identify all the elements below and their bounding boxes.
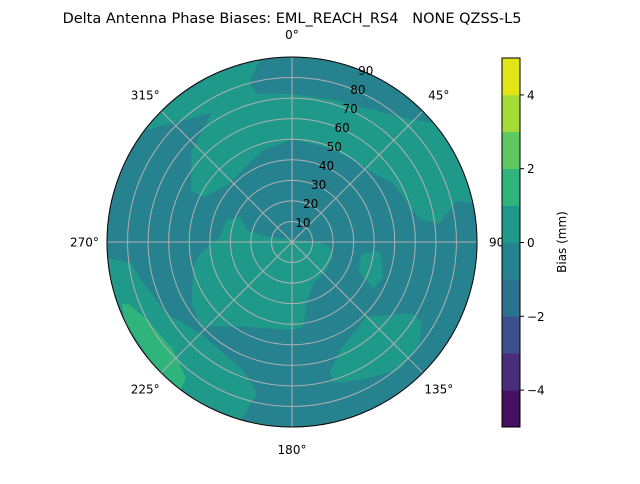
colorbar-band [502,279,520,317]
angular-gridline [291,110,424,243]
colorbar-band [502,131,520,169]
radial-tick-label: 20 [303,197,318,211]
colorbar-tick-label: −2 [527,310,545,324]
angular-gridline [291,241,424,374]
colorbar-band [502,94,520,133]
radial-tick-label: 80 [350,83,365,97]
contour-region-0 [144,59,474,224]
colorbar-tick-label: 2 [527,162,535,176]
polar-plot-area: 0°45°90°135°180°225°270°315°102030405060… [70,28,510,457]
colorbar-band [502,205,520,243]
colorbar-label: Bias (mm) [555,211,569,273]
colorbar-band [502,353,520,391]
angular-tick-label: 225° [131,382,160,396]
radial-tick-label: 50 [327,140,342,154]
angular-tick-label: 315° [131,89,160,103]
contour-region-3 [191,216,334,330]
contour-region-4 [358,251,384,289]
angular-tick-label: 0° [285,28,299,42]
colorbar-tick-label: 4 [527,88,535,102]
colorbar-tick-label: 0 [527,236,535,250]
chart-title: Delta Antenna Phase Biases: EML_REACH_RS… [63,11,522,27]
angular-tick-label: 270° [70,236,99,250]
angular-tick-label: 45° [428,89,449,103]
radial-tick-label: 90 [358,64,373,78]
angular-gridline [160,110,293,243]
colorbar-band [502,58,520,96]
colorbar-band [502,390,520,428]
angular-tick-label: 135° [424,382,453,396]
radial-tick-label: 30 [311,178,326,192]
radial-tick-label: 10 [295,216,310,230]
contour-region-2 [122,303,186,390]
colorbar: −4 −2 0 2 4 [501,57,545,428]
colorbar-band [502,316,520,354]
angular-tick-label: 180° [278,443,307,457]
colorbar-tick-label: −4 [527,384,545,398]
contour-region-1 [107,258,257,420]
radial-tick-label: 40 [319,159,334,173]
contour-region-5 [329,313,422,384]
angular-gridline [160,241,293,374]
polar-frame [106,56,478,428]
radial-tick-label: 70 [342,102,357,116]
colorbar-band [502,168,520,206]
radial-tick-label: 60 [335,121,350,135]
colorbar-band [502,242,520,280]
